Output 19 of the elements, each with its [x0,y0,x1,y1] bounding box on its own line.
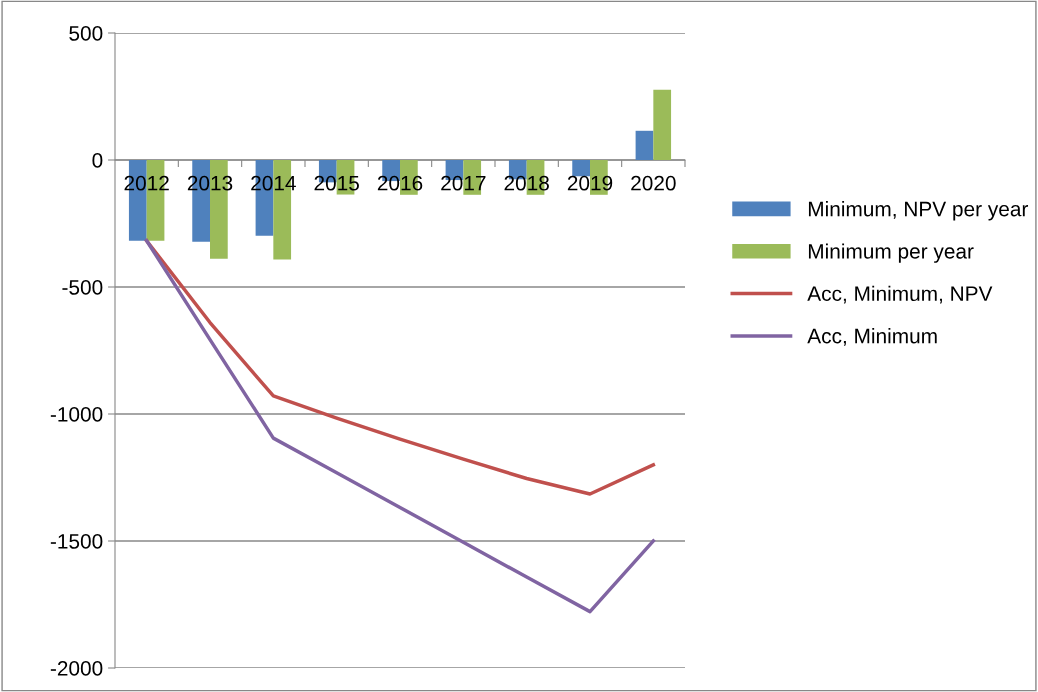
y-tick-label: -1500 [50,534,103,549]
x-tick-label: 2013 [187,175,233,191]
legend-label: Minimum per year [808,243,974,263]
y-tick-label: -2000 [50,661,103,676]
x-tick-label: 2014 [251,175,296,191]
bar [653,89,672,160]
y-tick-label: 0 [92,153,103,168]
y-tick-label: -1000 [50,407,103,422]
legend-label: Acc, Minimum [807,328,937,346]
bar [572,160,590,177]
legend-label: Acc, Minimum, NPV [807,285,993,304]
legend-label: Minimum, NPV per year [808,201,1029,221]
x-tick-label: 2012 [124,175,169,191]
bar [635,130,654,160]
y-tick-label: 500 [69,26,103,41]
x-tick-label: 2015 [314,175,359,191]
line-series [144,239,656,614]
y-tick-label: -500 [62,280,103,295]
x-tick-label: 2020 [631,175,676,191]
